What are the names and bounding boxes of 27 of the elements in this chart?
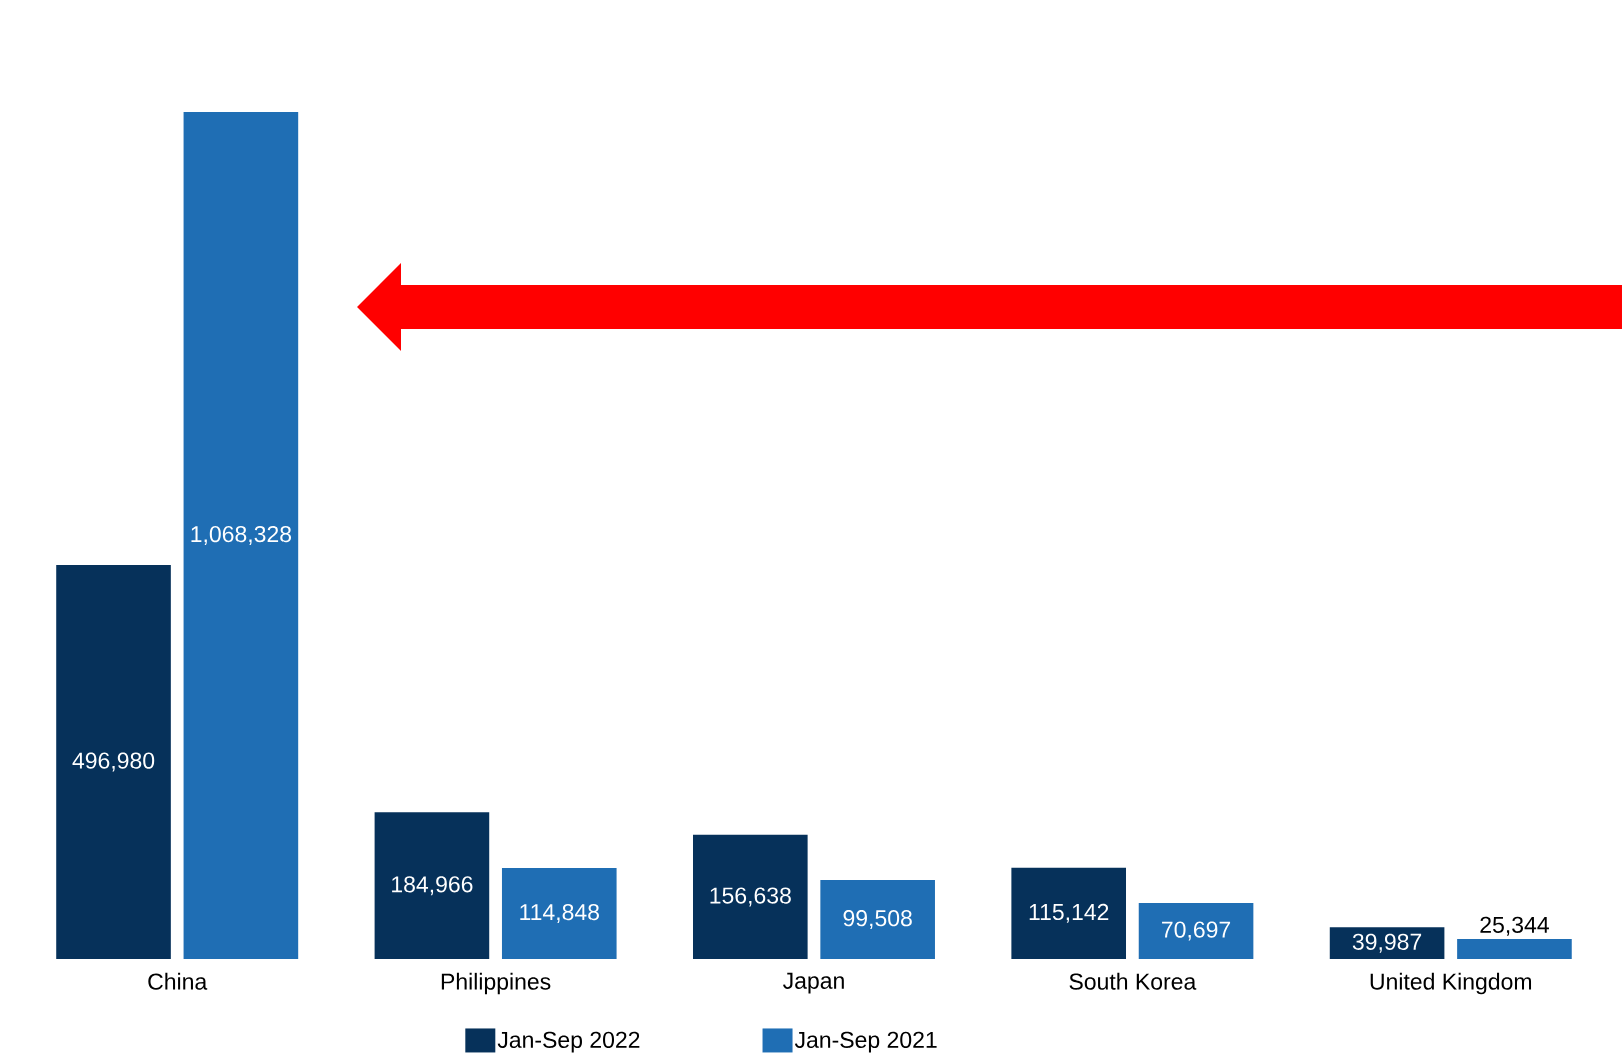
bar: [1457, 938, 1572, 959]
data-label: 496,980: [72, 752, 155, 772]
bar: [693, 834, 808, 959]
data-label: 39,987: [1352, 933, 1422, 953]
bar: [183, 111, 299, 959]
x-tick-label: South Korea: [1069, 972, 1197, 990]
legend-label: Jan-Sep 2022: [497, 1031, 640, 1053]
bar: [1329, 927, 1445, 959]
x-tick-label: China: [148, 972, 208, 990]
data-label: 1,068,328: [191, 525, 292, 545]
data-label: 115,142: [1029, 903, 1109, 923]
data-label: 184,966: [392, 876, 473, 896]
bar: [820, 880, 935, 959]
data-label: 114,848: [520, 903, 599, 923]
legend-label: Jan-Sep 2021: [794, 1031, 937, 1053]
data-label: 70,697: [1162, 921, 1231, 941]
x-tick-label: Philippines: [441, 972, 551, 995]
bar: [1138, 902, 1254, 959]
data-label: 25,344: [1480, 916, 1549, 936]
bar: [374, 812, 490, 959]
bar: [1011, 867, 1127, 959]
x-tick-label: United Kingdom: [1370, 972, 1532, 995]
bar: [501, 867, 617, 959]
bar: [56, 564, 171, 959]
data-label: 99,508: [843, 910, 912, 930]
data-label: 156,638: [710, 887, 791, 907]
x-tick-label: Japan: [783, 972, 844, 994]
